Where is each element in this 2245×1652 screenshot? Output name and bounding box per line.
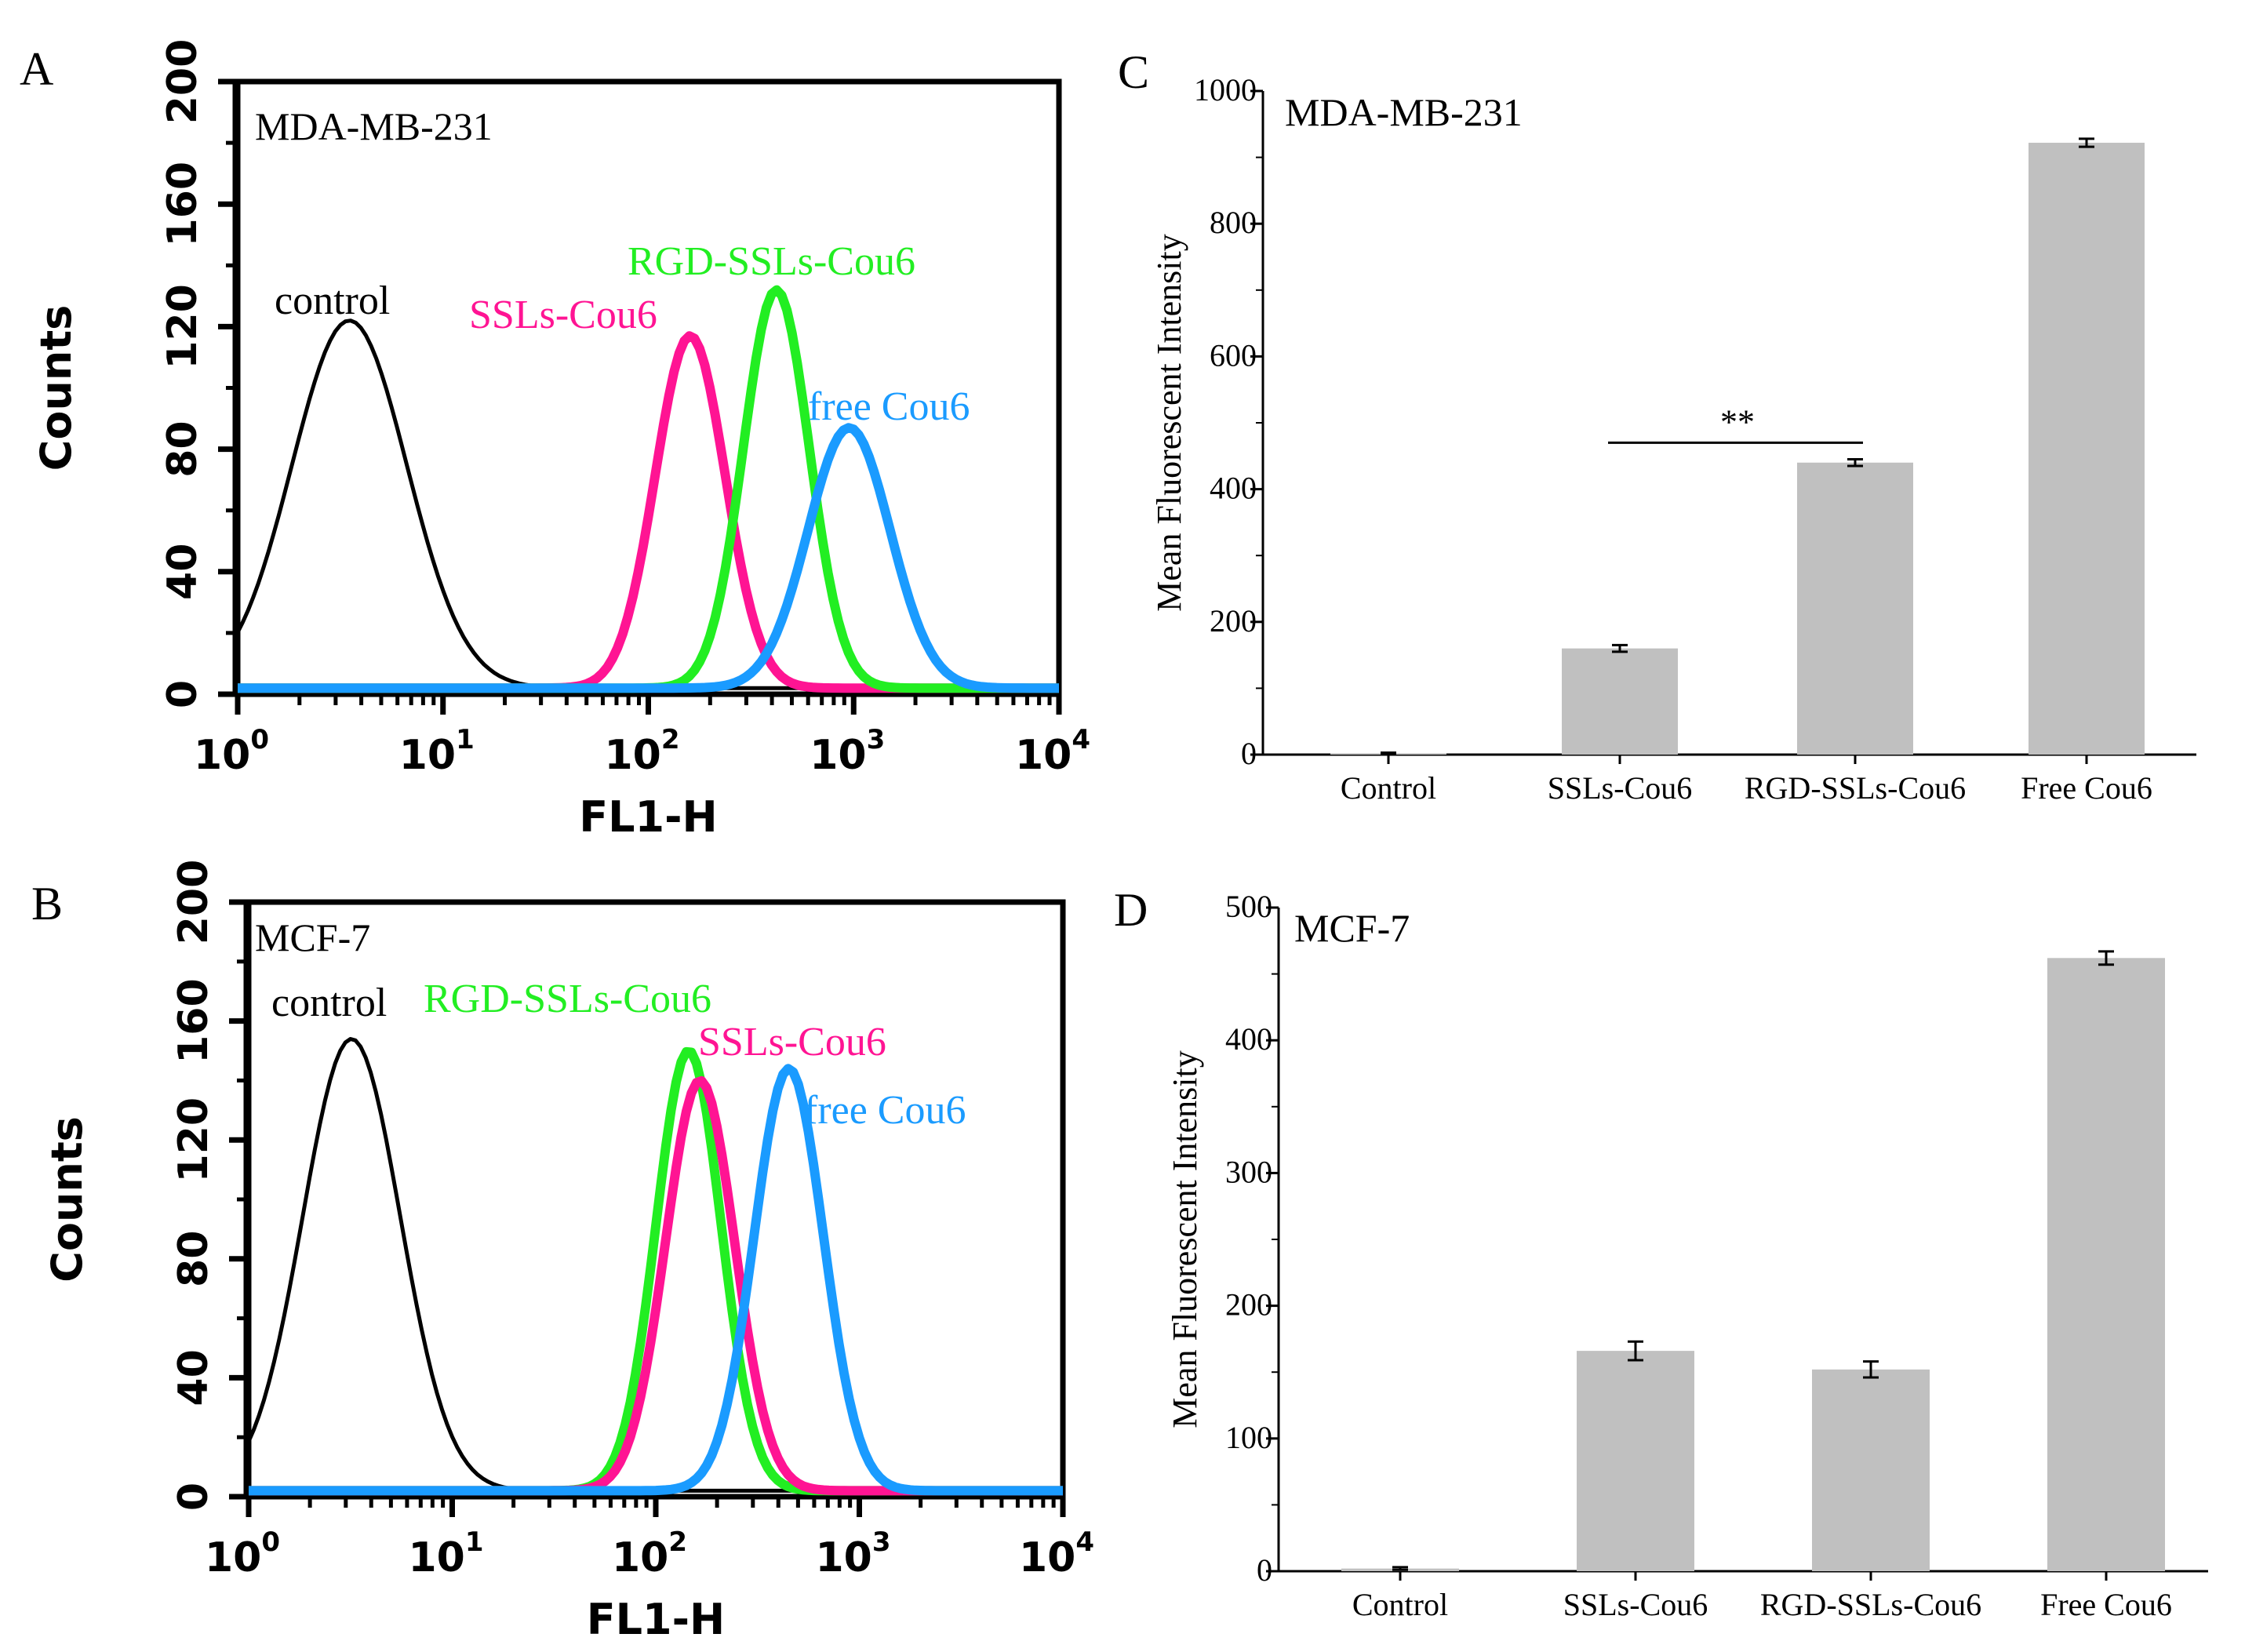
y-axis-title: Mean Fluorescent Intensity — [1166, 1050, 1204, 1428]
significance-label: ** — [1720, 402, 1755, 441]
y-tick-label: 800 — [1210, 205, 1257, 240]
bar-free-cou6 — [2047, 958, 2165, 1571]
y-tick-label: 500 — [1225, 889, 1272, 924]
y-tick-label: 80 — [159, 420, 206, 477]
panel-d: D 0 100 200 300 400 500 Mean Fluorescent Inten… — [1114, 884, 2208, 1622]
x-category-label: Free Cou6 — [2021, 770, 2152, 806]
series-label: control — [271, 981, 387, 1025]
panel-c: C 0 200 400 600 800 1000 Mean Fluorescent Inte… — [1118, 46, 2196, 806]
series-label: SSLs-Cou6 — [698, 1020, 886, 1064]
series-label: SSLs-Cou6 — [469, 293, 657, 337]
x-tick-exponent: 2 — [668, 1526, 687, 1558]
x-tick-base: 10 — [612, 1534, 668, 1581]
y-tick-label: 0 — [1257, 1552, 1272, 1588]
y-tick-label: 0 — [1241, 736, 1257, 771]
x-tick-exponent: 3 — [872, 1526, 891, 1558]
panel-letter-c: C — [1118, 46, 1149, 98]
y-tick-label: 120 — [159, 284, 206, 369]
x-tick-label: 101 — [399, 724, 475, 779]
x-tick-exponent: 1 — [465, 1526, 484, 1558]
x-category-label: Free Cou6 — [2040, 1587, 2172, 1622]
y-tick-label: 200 — [170, 860, 217, 945]
x-axis-title: FL1-H — [587, 1595, 725, 1644]
y-tick-label: 120 — [170, 1097, 217, 1183]
bar-ssls-cou6 — [1577, 1351, 1694, 1571]
y-tick-label: 0 — [159, 680, 206, 708]
cell-line-label: MCF-7 — [1294, 906, 1410, 950]
histogram-curve-free-cou6 — [249, 1064, 1063, 1496]
y-tick-label: 400 — [1210, 471, 1257, 506]
x-tick-exponent: 2 — [661, 724, 680, 755]
x-tick-base: 10 — [815, 1534, 871, 1581]
x-tick-base: 10 — [408, 1534, 464, 1581]
bar-rgd-ssls-cou6 — [1812, 1369, 1930, 1571]
x-tick-label: 103 — [815, 1526, 890, 1581]
bar-ssls-cou6 — [1562, 648, 1678, 755]
x-tick-exponent: 4 — [1072, 724, 1090, 755]
panel-letter-d: D — [1114, 884, 1148, 936]
series-label: control — [275, 278, 390, 323]
y-tick-label: 200 — [1225, 1287, 1272, 1323]
series-label: free Cou6 — [804, 1088, 966, 1133]
y-tick-label: 40 — [170, 1349, 217, 1406]
x-tick-exponent: 3 — [867, 724, 886, 755]
y-axis-title: Counts — [42, 1116, 92, 1283]
cell-line-label: MDA-MB-231 — [255, 104, 493, 148]
x-category-label: Control — [1341, 770, 1436, 806]
y-tick-label: 200 — [159, 39, 206, 125]
y-tick-label: 160 — [170, 978, 217, 1064]
x-tick-exponent: 1 — [456, 724, 475, 755]
x-tick-base: 10 — [1019, 1534, 1075, 1581]
y-tick-label: 160 — [159, 162, 206, 247]
x-tick-base: 10 — [810, 732, 866, 779]
x-category-label: Control — [1352, 1587, 1448, 1622]
x-category-label: SSLs-Cou6 — [1563, 1587, 1708, 1622]
y-tick-label: 80 — [170, 1231, 217, 1287]
x-tick-exponent: 4 — [1075, 1526, 1094, 1558]
x-tick-label: 101 — [408, 1526, 483, 1581]
x-tick-exponent: 0 — [261, 1526, 280, 1558]
x-tick-base: 10 — [399, 732, 456, 779]
y-axis-title: Counts — [31, 305, 81, 471]
y-tick-label: 200 — [1210, 603, 1257, 639]
x-tick-exponent: 0 — [250, 724, 269, 755]
panel-letter-a: A — [20, 43, 53, 95]
y-axis-title: Mean Fluorescent Intensity — [1150, 234, 1188, 611]
series-label: RGD-SSLs-Cou6 — [424, 977, 711, 1021]
x-tick-label: 103 — [810, 724, 885, 779]
x-tick-base: 10 — [1015, 732, 1072, 779]
y-tick-label: 1000 — [1194, 72, 1257, 107]
x-tick-base: 10 — [205, 1534, 261, 1581]
x-tick-label: 100 — [205, 1526, 280, 1581]
x-tick-label: 104 — [1015, 724, 1090, 779]
x-tick-base: 10 — [604, 732, 660, 779]
y-tick-label: 0 — [170, 1483, 217, 1511]
y-tick-label: 40 — [159, 544, 206, 600]
y-tick-label: 100 — [1225, 1420, 1272, 1455]
bar-rgd-ssls-cou6 — [1797, 462, 1913, 755]
histogram-curve-ssls-cou6 — [249, 1075, 1063, 1496]
panel-letter-b: B — [31, 878, 63, 930]
bar-free-cou6 — [2029, 142, 2145, 755]
x-axis-title: FL1-H — [579, 792, 717, 842]
x-tick-label: 100 — [194, 724, 269, 779]
x-category-label: SSLs-Cou6 — [1548, 770, 1693, 806]
series-label: free Cou6 — [808, 384, 970, 429]
x-category-label: RGD-SSLs-Cou6 — [1745, 770, 1966, 806]
x-tick-base: 10 — [194, 732, 250, 779]
cell-line-label: MCF-7 — [255, 915, 370, 959]
y-tick-label: 600 — [1210, 337, 1257, 373]
x-tick-label: 102 — [612, 1526, 687, 1581]
x-category-label: RGD-SSLs-Cou6 — [1760, 1587, 1981, 1622]
series-label: RGD-SSLs-Cou6 — [628, 239, 915, 284]
y-tick-label: 400 — [1225, 1021, 1272, 1057]
x-tick-label: 104 — [1019, 1526, 1094, 1581]
histogram-curve-free-cou6 — [238, 423, 1059, 693]
x-tick-label: 102 — [604, 724, 679, 779]
y-tick-label: 300 — [1225, 1154, 1272, 1189]
cell-line-label: MDA-MB-231 — [1285, 90, 1523, 134]
